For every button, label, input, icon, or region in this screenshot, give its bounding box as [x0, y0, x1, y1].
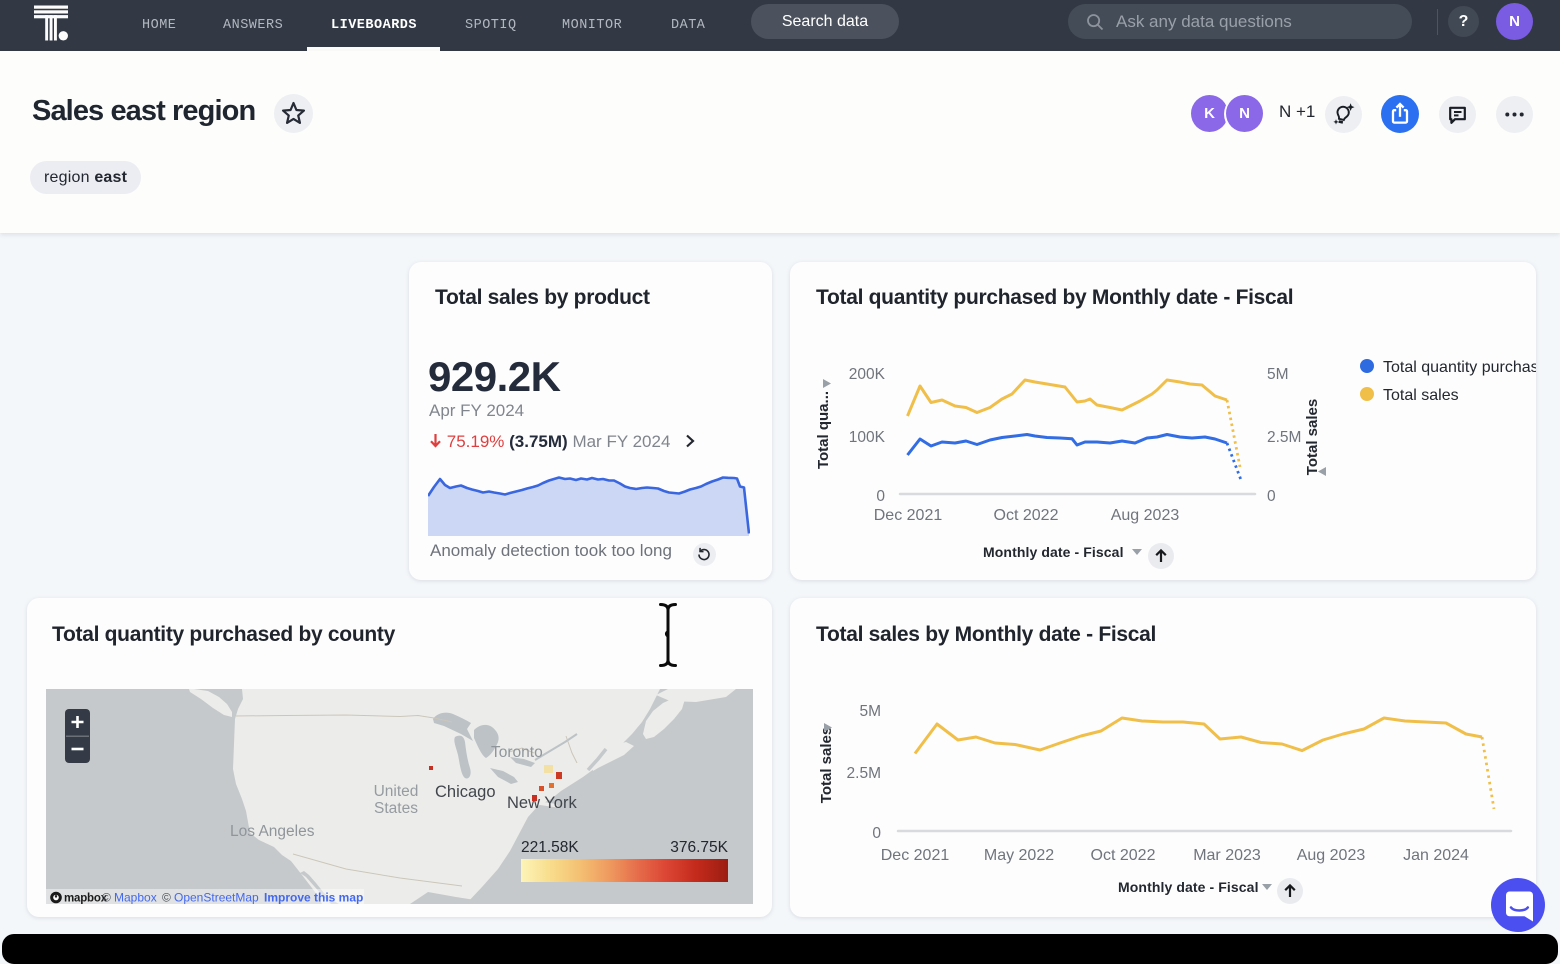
svg-text:Mapbox: Mapbox: [114, 891, 157, 905]
svg-text:States: States: [374, 800, 418, 817]
svg-text:©: ©: [162, 891, 171, 905]
svg-text:Dec 2021: Dec 2021: [874, 507, 943, 524]
svg-text:5M: 5M: [859, 703, 881, 720]
svg-text:100K: 100K: [849, 429, 886, 446]
svg-text:May 2022: May 2022: [984, 847, 1054, 864]
svg-text:2.5M: 2.5M: [1267, 429, 1301, 446]
svg-text:Total sales: Total sales: [1304, 399, 1321, 475]
svg-text:Aug 2023: Aug 2023: [1297, 847, 1366, 864]
svg-text:Total qua...: Total qua...: [815, 391, 832, 469]
svg-text:Aug 2023: Aug 2023: [1111, 507, 1180, 524]
svg-text:©: ©: [102, 891, 111, 905]
svg-text:Total sales: Total sales: [1383, 387, 1459, 404]
svg-text:5M: 5M: [1267, 366, 1289, 383]
svg-text:Los Angeles: Los Angeles: [230, 823, 315, 840]
svg-text:Toronto: Toronto: [491, 744, 543, 761]
svg-text:OpenStreetMap: OpenStreetMap: [174, 891, 259, 905]
svg-text:New York: New York: [507, 794, 577, 812]
svg-text:0: 0: [876, 488, 885, 505]
svg-text:Oct 2022: Oct 2022: [994, 507, 1059, 524]
svg-text:376.75K: 376.75K: [670, 839, 728, 856]
svg-text:Mar 2023: Mar 2023: [1193, 847, 1261, 864]
svg-text:Improve this map: Improve this map: [264, 891, 363, 905]
svg-text:Total sales: Total sales: [818, 727, 835, 803]
svg-text:Total quantity purchase: Total quantity purchase: [1383, 359, 1536, 376]
svg-text:0: 0: [1267, 488, 1276, 505]
svg-text:2.5M: 2.5M: [847, 765, 881, 782]
svg-text:Jan 2024: Jan 2024: [1403, 847, 1469, 864]
svg-text:Dec 2021: Dec 2021: [881, 847, 950, 864]
svg-text:221.58K: 221.58K: [521, 839, 579, 856]
svg-text:Oct 2022: Oct 2022: [1091, 847, 1156, 864]
svg-text:Chicago: Chicago: [435, 783, 496, 801]
svg-text:0: 0: [872, 825, 881, 842]
svg-text:200K: 200K: [849, 366, 886, 383]
svg-text:mapbox: mapbox: [64, 893, 108, 905]
svg-text:United: United: [374, 783, 419, 800]
